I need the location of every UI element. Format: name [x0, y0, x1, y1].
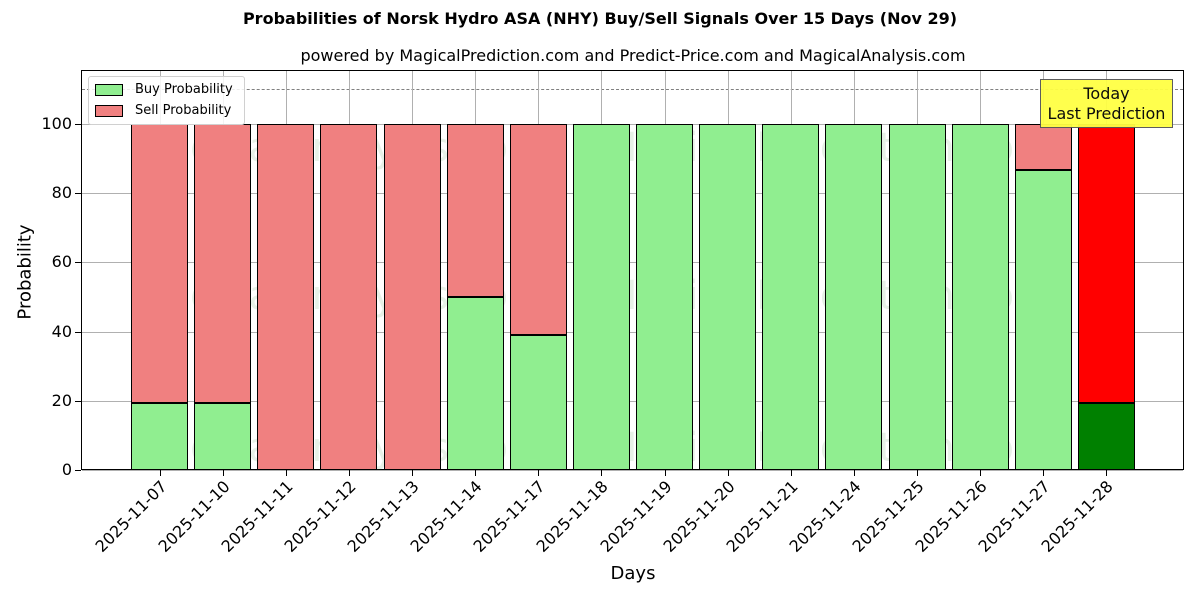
legend: Buy Probability Sell Probability [88, 76, 245, 125]
x-tick [1043, 470, 1045, 476]
grid-line-h [82, 400, 1183, 402]
grid-line-h [82, 193, 1183, 195]
x-axis-title: Days [610, 563, 656, 584]
buy-bar [699, 124, 757, 470]
y-tick [75, 262, 81, 264]
y-axis-title: Probability [14, 224, 36, 320]
y-tick-label: 100 [41, 114, 72, 133]
buy-bar [762, 124, 820, 470]
reference-line-110 [82, 89, 1183, 90]
y-tick-label: 40 [51, 321, 72, 341]
sell-bar [1077, 124, 1135, 403]
buy-bar [1077, 402, 1135, 470]
x-tick [727, 470, 729, 476]
grid-line-h [82, 470, 1183, 471]
buy-bar [888, 124, 946, 470]
x-tick [412, 470, 414, 476]
buy-bar [572, 124, 630, 470]
plot-area: MagicalAnalysis.comMagicalPrediction.com… [81, 70, 1184, 471]
today-annotation: Today Last Prediction [1040, 79, 1173, 128]
legend-item-sell: Sell Probability [95, 103, 231, 118]
y-tick [75, 331, 81, 333]
x-tick [1106, 470, 1108, 476]
grid-line-h [82, 262, 1183, 264]
x-tick [538, 470, 540, 476]
x-tick [285, 470, 287, 476]
y-tick-label: 20 [51, 390, 72, 410]
annotation-line2: Last Prediction [1047, 104, 1166, 123]
y-tick [75, 124, 81, 125]
sell-swatch-icon [95, 104, 123, 117]
legend-item-buy: Buy Probability [95, 82, 233, 97]
sell-bar [131, 124, 188, 403]
sell-bar [509, 124, 567, 336]
sell-bar [446, 124, 504, 297]
y-tick-label: 80 [51, 183, 72, 203]
buy-bar [1014, 170, 1072, 470]
x-tick [222, 470, 224, 476]
x-tick [664, 470, 666, 476]
sell-bar [383, 124, 441, 470]
y-tick-label: 0 [61, 460, 72, 479]
sell-bar [257, 124, 315, 470]
chart-title: Probabilities of Norsk Hydro ASA (NHY) B… [242, 9, 958, 28]
sell-bar [1014, 124, 1072, 171]
sell-bar [320, 124, 378, 470]
buy-bar [509, 335, 567, 470]
buy-bar [636, 124, 694, 470]
grid-line-h [82, 331, 1183, 333]
buy-bar [951, 124, 1009, 470]
legend-sell-label: Sell Probability [135, 103, 232, 118]
x-tick [790, 470, 792, 476]
buy-bar [446, 297, 504, 470]
y-tick [75, 470, 81, 471]
x-tick [917, 470, 919, 476]
x-tick [348, 470, 350, 476]
x-tick [601, 470, 603, 476]
annotation-line1: Today [1083, 84, 1130, 103]
x-tick [159, 470, 161, 476]
x-tick [980, 470, 982, 476]
x-tick [853, 470, 855, 476]
buy-bar [194, 402, 252, 470]
y-tick [75, 400, 81, 402]
x-tick [475, 470, 477, 476]
buy-swatch-icon [95, 83, 123, 96]
buy-bar [825, 124, 883, 470]
sell-bar [194, 124, 252, 403]
y-tick-label: 60 [51, 252, 72, 272]
grid-line-h [82, 124, 1183, 125]
chart-subtitle: powered by MagicalPrediction.com and Pre… [300, 46, 966, 65]
legend-buy-label: Buy Probability [135, 82, 233, 97]
buy-bar [131, 402, 188, 470]
y-tick [75, 193, 81, 195]
